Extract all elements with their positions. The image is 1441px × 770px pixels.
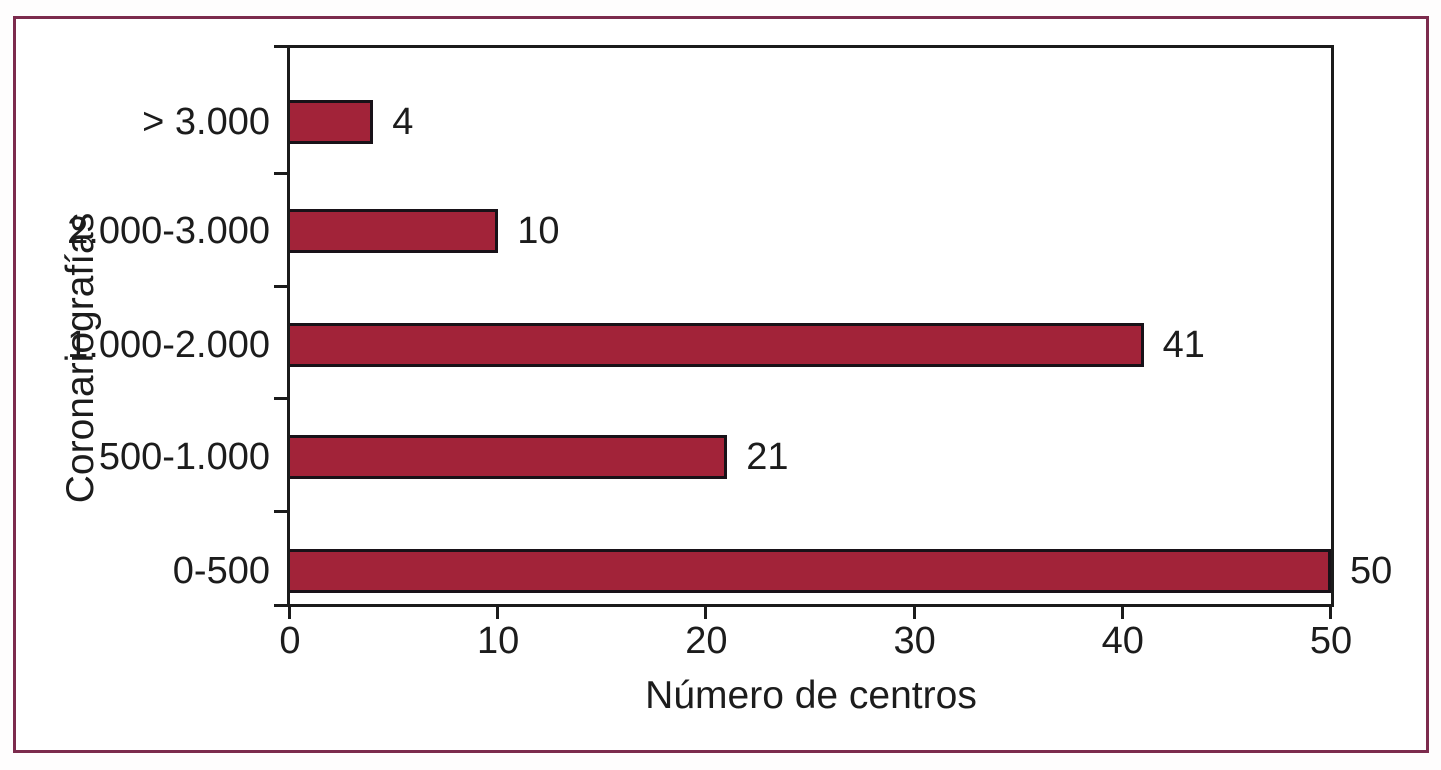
bar-value-label: 50 bbox=[1350, 550, 1393, 592]
category-label: 0-500 bbox=[172, 550, 270, 592]
x-tick-label: 20 bbox=[685, 620, 728, 662]
x-axis-tick bbox=[1120, 607, 1124, 619]
bar bbox=[290, 549, 1331, 593]
x-axis-tick bbox=[1329, 607, 1332, 619]
bar bbox=[290, 323, 1144, 367]
bar-value-label: 21 bbox=[746, 436, 789, 478]
category-label: > 3.000 bbox=[142, 101, 270, 143]
y-axis-tick bbox=[274, 604, 287, 607]
x-axis-tick bbox=[912, 607, 916, 619]
y-axis-tick bbox=[274, 397, 287, 400]
x-axis-tick bbox=[288, 607, 291, 619]
x-tick-label: 10 bbox=[477, 620, 520, 662]
category-label: 2.000-3.000 bbox=[67, 210, 270, 252]
y-axis-tick bbox=[274, 172, 287, 175]
x-axis-tick bbox=[496, 607, 500, 619]
x-tick-label: 50 bbox=[1309, 620, 1353, 662]
x-tick-label: 30 bbox=[893, 620, 936, 662]
y-axis-tick bbox=[274, 45, 287, 48]
bar-value-label: 10 bbox=[517, 210, 560, 252]
y-axis-tick bbox=[274, 510, 287, 513]
x-tick-label: 40 bbox=[1101, 620, 1144, 662]
bar bbox=[290, 100, 374, 144]
category-label: 500-1.000 bbox=[98, 436, 270, 478]
bar bbox=[290, 435, 728, 479]
category-label: 1.000-2.000 bbox=[67, 324, 270, 366]
x-axis-tick bbox=[704, 607, 708, 619]
bar-value-label: 4 bbox=[392, 101, 414, 143]
x-axis-title: Número de centros bbox=[645, 674, 977, 717]
bar-value-label: 41 bbox=[1162, 324, 1205, 366]
x-tick-label: 0 bbox=[279, 620, 301, 662]
bar bbox=[290, 209, 499, 253]
y-axis-tick bbox=[274, 285, 287, 288]
